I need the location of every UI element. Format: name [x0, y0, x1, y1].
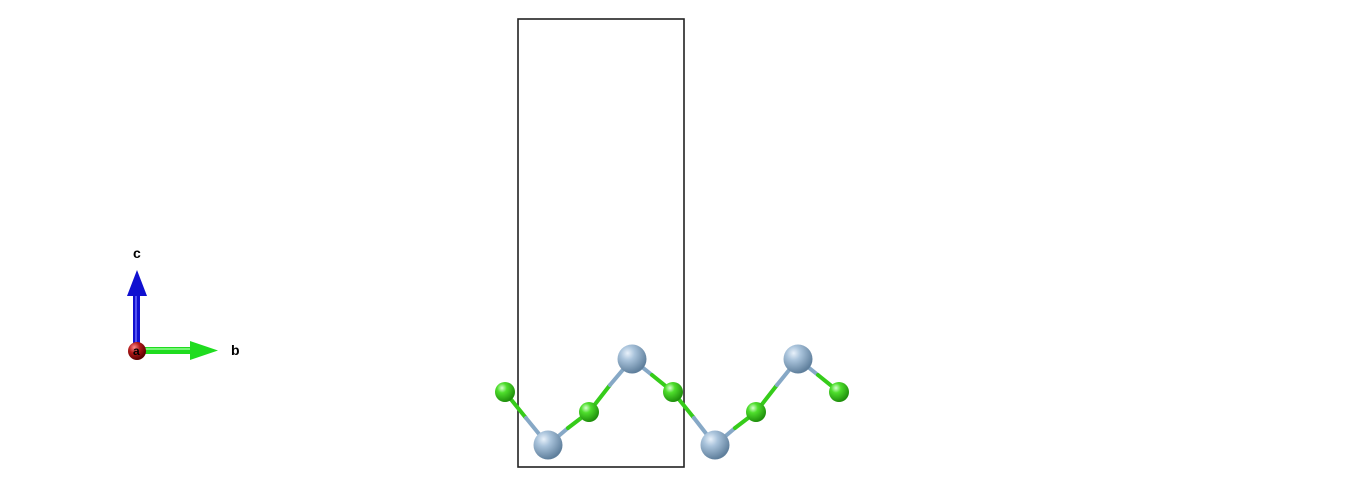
halogen-atom[interactable]: [746, 402, 766, 422]
bonds: [503, 357, 841, 447]
a-axis-dot: [128, 342, 146, 360]
halogen-atom[interactable]: [829, 382, 849, 402]
halogen-atom[interactable]: [579, 402, 599, 422]
metal-atom[interactable]: [700, 430, 730, 460]
metal-atom[interactable]: [617, 344, 647, 374]
halogen-atom[interactable]: [495, 382, 515, 402]
unit-cell: [517, 18, 685, 468]
c-axis-label: c: [133, 245, 141, 261]
metal-atom[interactable]: [783, 344, 813, 374]
atoms: [495, 344, 849, 460]
b-axis-label: b: [231, 342, 240, 358]
orientation-axes: c b a: [127, 245, 240, 360]
c-axis-arrow: [127, 270, 147, 349]
halogen-atom[interactable]: [663, 382, 683, 402]
a-axis-label: a: [133, 344, 140, 358]
metal-atom[interactable]: [533, 430, 563, 460]
b-axis-arrow: [140, 341, 218, 360]
